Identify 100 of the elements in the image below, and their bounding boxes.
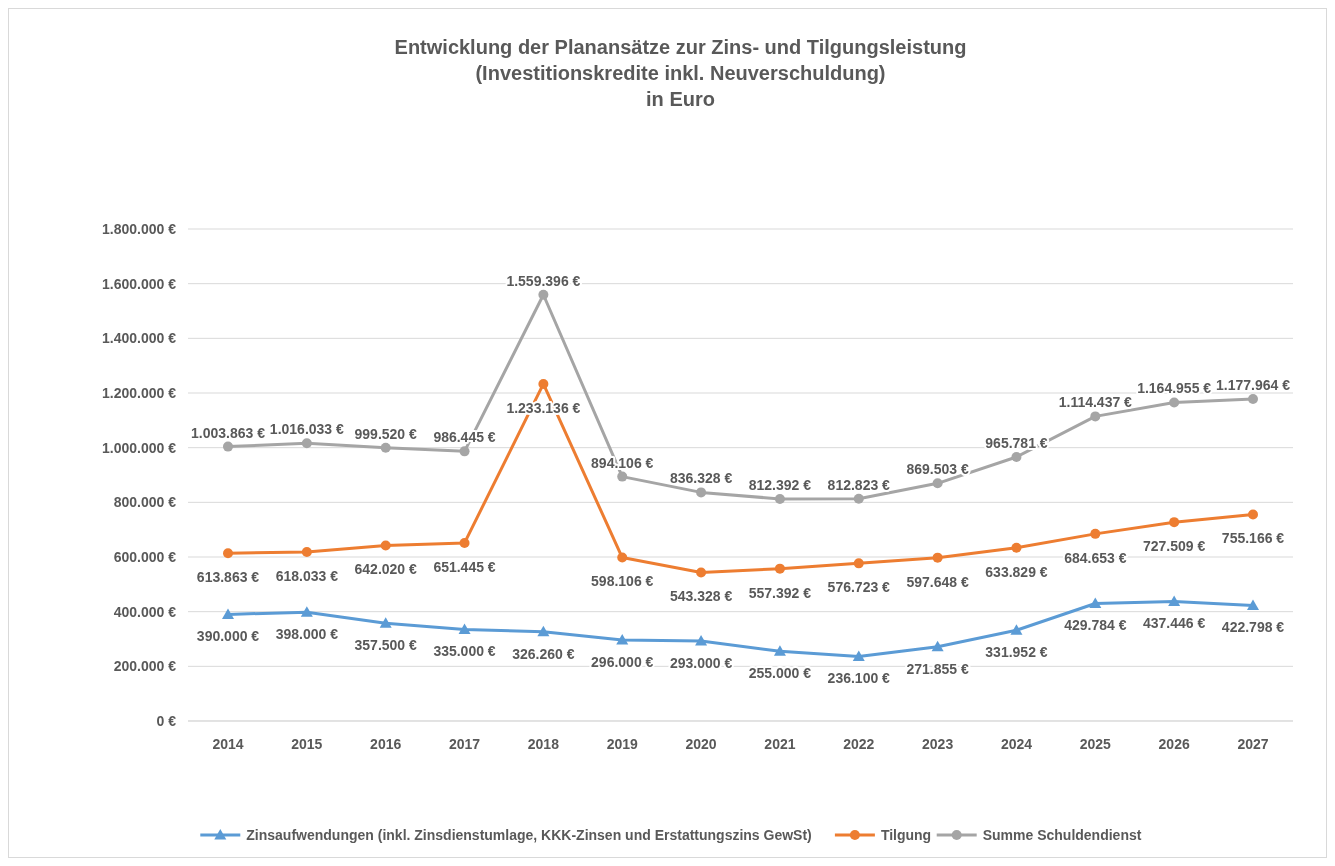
point <box>853 558 864 569</box>
data-label: 999.520 € <box>354 425 418 442</box>
y-tick-label: 400.000 € <box>113 603 177 620</box>
point <box>932 478 943 489</box>
point <box>300 606 313 617</box>
legend-label: Zinsaufwendungen (inkl. Zinsdienstumlage, KKK-Zinsen und Erstattungszins GewSt) <box>246 826 812 843</box>
x-tick-label: 2020 <box>685 736 717 752</box>
data-label: 255.000 € <box>748 665 812 682</box>
point <box>379 617 392 628</box>
data-label: 597.648 € <box>906 573 969 590</box>
x-tick-label: 2021 <box>764 736 796 752</box>
data-label: 651.445 € <box>433 558 496 575</box>
point <box>617 471 628 482</box>
data-label: 812.392 € <box>748 476 812 493</box>
y-tick-label: 800.000 € <box>113 494 177 511</box>
point <box>538 289 549 300</box>
y-tick-label: 1.400.000 € <box>102 330 177 347</box>
data-label: 331.952 € <box>985 644 1048 661</box>
x-tick-label: 2016 <box>370 736 402 752</box>
legend-label: Tilgung <box>880 826 932 843</box>
data-label: 1.114.437 € <box>1058 394 1133 411</box>
point <box>1011 542 1022 553</box>
point <box>1248 509 1258 520</box>
point <box>617 552 628 563</box>
point <box>853 493 864 504</box>
data-label: 326.260 € <box>512 645 575 662</box>
point <box>696 567 707 578</box>
point <box>222 608 234 619</box>
data-label: 422.798 € <box>1221 619 1285 636</box>
data-label: 1.003.863 € <box>191 424 266 441</box>
x-tick-label: 2019 <box>606 736 639 752</box>
point <box>1247 599 1259 610</box>
data-label: 633.829 € <box>985 563 1048 580</box>
x-tick-label: 2025 <box>1079 736 1112 752</box>
y-tick-label: 1.000.000 € <box>102 439 177 456</box>
data-label: 398.000 € <box>275 626 339 643</box>
data-label: 437.446 € <box>1143 615 1206 632</box>
point <box>1090 411 1101 422</box>
data-label: 429.784 € <box>1064 617 1127 634</box>
point <box>1010 624 1023 635</box>
data-label: 1.016.033 € <box>269 421 345 438</box>
point <box>223 548 233 559</box>
point <box>696 487 707 498</box>
x-tick-label: 2015 <box>291 736 323 752</box>
point <box>774 493 785 504</box>
point <box>1169 397 1180 408</box>
x-tick-label: 2018 <box>527 736 560 752</box>
data-label: 836.328 € <box>669 470 733 487</box>
data-label: 557.392 € <box>748 584 812 601</box>
data-label: 1.164.955 € <box>1137 380 1212 397</box>
point <box>773 645 786 656</box>
data-label: 357.500 € <box>354 637 418 654</box>
legend-label: Summe Schuldendienst <box>982 826 1142 843</box>
data-label: 576.723 € <box>827 579 891 596</box>
point <box>380 540 391 551</box>
data-label: 390.000 € <box>196 628 260 645</box>
point <box>380 442 391 453</box>
point <box>459 446 470 457</box>
data-label: 894.106 € <box>591 454 654 471</box>
y-tick-label: 600.000 € <box>113 548 177 565</box>
data-label: 618.033 € <box>275 567 339 584</box>
data-label: 1.177.964 € <box>1216 376 1291 393</box>
y-tick-label: 200.000 € <box>113 658 177 675</box>
point <box>459 537 470 548</box>
x-tick-label: 2024 <box>1000 736 1033 752</box>
point <box>932 552 943 563</box>
point <box>616 634 629 645</box>
y-tick-label: 0 € <box>156 712 177 729</box>
y-tick-label: 1.800.000 € <box>102 220 177 237</box>
x-tick-label: 2026 <box>1158 736 1190 752</box>
point <box>774 563 785 574</box>
point <box>1169 517 1180 528</box>
data-label: 293.000 € <box>669 654 733 671</box>
data-label: 869.503 € <box>906 461 969 478</box>
point <box>1090 528 1101 539</box>
data-label: 296.000 € <box>591 653 654 670</box>
point <box>223 441 233 452</box>
point <box>458 623 471 634</box>
data-label: 642.020 € <box>354 561 418 578</box>
data-label: 755.166 € <box>1221 530 1285 547</box>
data-label: 812.823 € <box>827 476 891 493</box>
data-label: 271.855 € <box>906 660 969 677</box>
data-label: 613.863 € <box>196 569 260 586</box>
point <box>852 650 865 661</box>
data-label: 236.100 € <box>827 670 891 687</box>
point <box>538 378 549 389</box>
y-tick-label: 1.600.000 € <box>102 275 177 292</box>
point <box>931 640 944 652</box>
data-label: 543.328 € <box>669 588 733 605</box>
chart-title: Entwicklung der Planansätze zur Zins- und Tilgungsleistung (Investitionskredite inkl. Neuverschuldung) in Euro <box>394 36 967 110</box>
x-tick-label: 2014 <box>212 736 244 752</box>
x-tick-label: 2022 <box>843 736 875 752</box>
point <box>537 625 550 637</box>
data-label: 727.509 € <box>1143 538 1206 555</box>
x-tick-label: 2027 <box>1237 736 1269 752</box>
point <box>695 634 708 646</box>
x-tick-label: 2023 <box>922 736 954 752</box>
x-tick-label: 2017 <box>448 736 481 752</box>
data-label: 684.653 € <box>1064 549 1127 566</box>
point <box>1089 597 1102 609</box>
